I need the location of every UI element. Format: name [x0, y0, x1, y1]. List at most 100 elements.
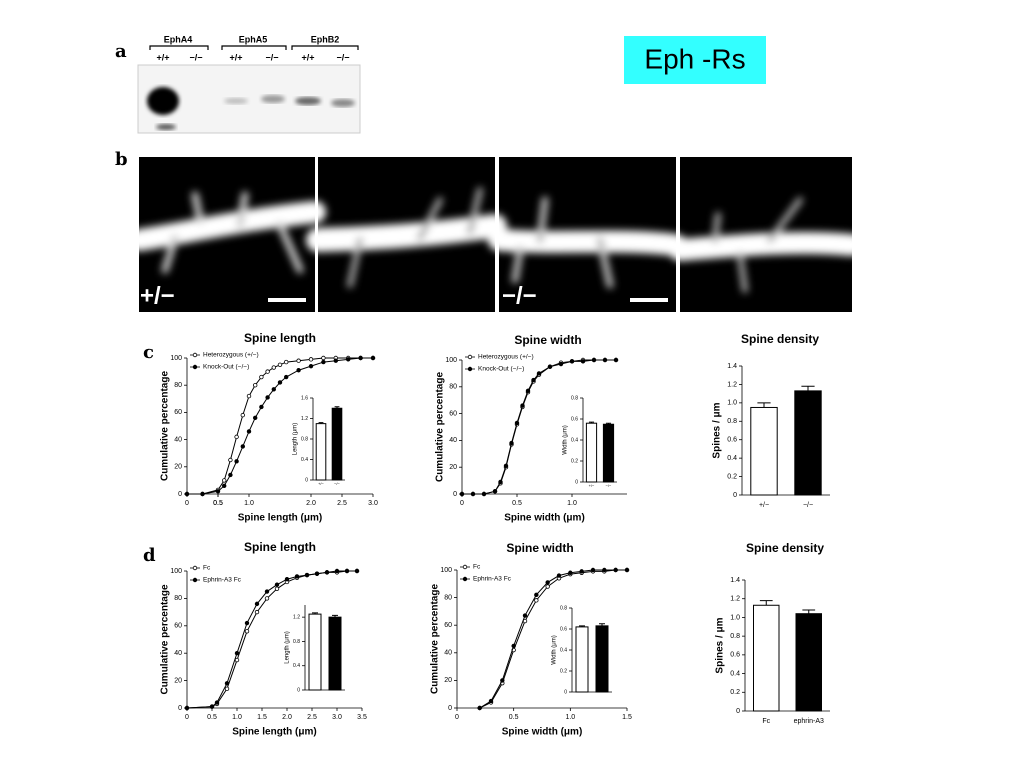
data-point	[215, 489, 221, 494]
y-tick-label: 60	[174, 409, 182, 416]
data-point	[274, 586, 280, 592]
y-tick-label: 100	[445, 357, 457, 364]
data-point	[459, 491, 465, 497]
bar	[331, 407, 343, 481]
y-tick-label: 0.2	[730, 689, 740, 696]
x-tick-label: 0.5	[213, 500, 223, 507]
bar	[328, 616, 342, 691]
data-point	[277, 380, 283, 385]
data-point	[308, 357, 314, 362]
y-tick-label: 60	[444, 622, 452, 629]
genotype-label: +/−	[140, 282, 175, 309]
y-tick-label: 1.2	[727, 381, 737, 388]
x-tick-label: 1.0	[232, 714, 242, 721]
y-tick-label: 1.0	[727, 400, 737, 407]
blot-group: EphA5	[239, 34, 268, 44]
y-tick-label: 40	[174, 650, 182, 657]
legend-label: Knock-Out (−/−)	[203, 364, 249, 371]
y-tick-label: 0.4	[301, 457, 308, 463]
y-tick-label: 0	[305, 477, 308, 483]
data-point	[602, 567, 607, 573]
chart-title: Spine density	[746, 541, 824, 555]
data-point	[522, 613, 528, 618]
x-tick-label: 1.5	[622, 714, 632, 721]
y-tick-label: 0.6	[727, 437, 737, 444]
data-point	[274, 582, 280, 587]
data-point	[240, 412, 245, 418]
blot-group: EphA4	[164, 34, 193, 44]
data-point	[613, 567, 618, 573]
x-tick-label: 2.5	[337, 500, 347, 507]
data-point	[214, 700, 220, 705]
data-point	[304, 572, 310, 578]
data-point	[591, 357, 597, 363]
data-point	[234, 434, 239, 440]
y-tick-label: 0.8	[301, 436, 308, 442]
x-tick-label: ephrin-A3	[794, 718, 824, 725]
y-axis-label: Spines / μm	[715, 617, 726, 673]
lane-label: −/−	[265, 52, 278, 62]
x-tick-label: −/−	[334, 481, 340, 486]
panel-label: b	[115, 149, 128, 170]
y-tick-label: 0.8	[571, 395, 578, 401]
y-tick-label: 1.6	[301, 395, 308, 401]
data-point	[321, 359, 326, 365]
bar	[315, 423, 327, 481]
data-point	[525, 388, 531, 394]
data-point	[580, 359, 586, 364]
x-tick-label: 0.5	[207, 714, 217, 721]
data-point	[509, 440, 514, 446]
x-axis-label: Spine width (μm)	[502, 727, 583, 738]
x-tick-label: 2.0	[306, 500, 316, 507]
y-tick-label: 0.4	[727, 455, 737, 462]
x-tick-label: 0	[455, 714, 459, 721]
data-point	[568, 570, 573, 575]
y-tick-label: 0	[297, 687, 300, 693]
data-point	[334, 568, 340, 574]
lane-label: +/+	[301, 52, 314, 62]
data-point	[590, 567, 596, 573]
y-tick-label: 100	[170, 355, 182, 362]
data-point	[254, 609, 260, 615]
data-point	[265, 395, 270, 400]
x-tick-label: −/−	[803, 502, 813, 509]
data-point	[252, 383, 258, 388]
y-tick-label: 20	[174, 464, 182, 471]
bar	[308, 613, 322, 691]
chart-title: Spine length	[244, 331, 316, 345]
data-point	[244, 629, 250, 634]
series-line	[187, 357, 373, 495]
data-point	[536, 371, 542, 376]
y-tick-label: 80	[174, 595, 182, 602]
y-tick-label: 0.4	[730, 670, 740, 677]
data-point	[477, 705, 482, 711]
y-tick-label: 0	[178, 705, 182, 712]
y-axis-label: Cumulative percentage	[430, 584, 441, 694]
error-bar	[334, 406, 340, 409]
y-tick-label: 0.2	[727, 473, 737, 480]
legend-marker	[192, 364, 198, 370]
x-tick-label: 0	[460, 500, 464, 507]
data-point	[346, 357, 351, 362]
data-point	[234, 657, 240, 663]
data-point	[481, 491, 487, 497]
data-point	[234, 459, 239, 464]
x-tick-label: +/−	[589, 483, 595, 488]
bar	[753, 604, 780, 712]
x-tick-label: 2.0	[282, 714, 292, 721]
x-tick-label: Fc	[762, 718, 770, 725]
data-point	[308, 363, 314, 369]
data-point	[246, 393, 252, 399]
title-box	[624, 36, 766, 84]
chart-title: Spine length	[244, 540, 316, 554]
x-axis-label: Spine length (μm)	[238, 513, 322, 524]
y-tick-label: 0.4	[571, 437, 578, 443]
data-point	[228, 457, 233, 463]
y-tick-label: 20	[444, 677, 452, 684]
data-point	[284, 359, 289, 365]
y-tick-label: 0.8	[293, 639, 300, 645]
y-tick-label: 1.2	[293, 614, 300, 620]
bar	[794, 390, 822, 496]
y-tick-label: 1.0	[730, 614, 740, 621]
